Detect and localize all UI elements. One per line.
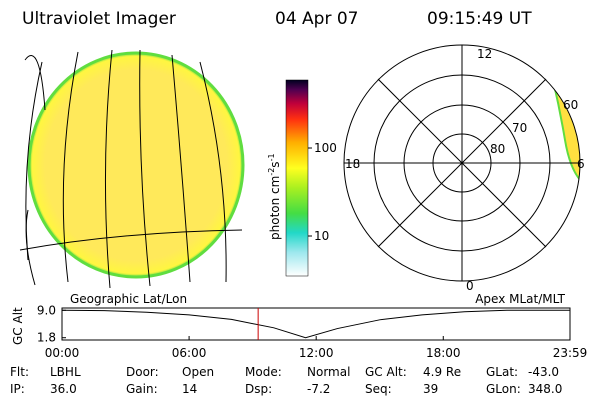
label-exp: -2 [267, 168, 276, 176]
hour-label: 0 [466, 279, 474, 293]
status-label: Seq: [365, 382, 392, 396]
status-value: 348.0 [528, 382, 562, 396]
status-value: 36.0 [50, 382, 77, 396]
colorbar-tick-label: 10 [314, 229, 329, 243]
status-value: LBHL [50, 365, 81, 379]
status-value: 39 [423, 382, 438, 396]
earth-image [19, 49, 245, 289]
colorbar [285, 79, 309, 277]
colorbar-tick-label: 100 [314, 141, 337, 155]
status-label: GLat: [486, 365, 518, 379]
hour-label: 18 [345, 157, 360, 171]
status-label: Dsp: [245, 382, 272, 396]
label-exp: -1 [267, 153, 276, 161]
hour-label: 12 [477, 47, 492, 61]
date: 04 Apr 07 [275, 9, 358, 29]
altitude-line [61, 309, 570, 339]
status-label: IP: [10, 382, 25, 396]
annotation: Geographic Lat/Lon [70, 292, 187, 306]
y-tick-label: 9.0 [37, 303, 56, 317]
x-tick-label: 23:59 [553, 346, 588, 360]
time: 09:15:49 UT [427, 9, 532, 29]
label-text: photon cm [268, 176, 282, 240]
title: Ultraviolet Imager [22, 9, 176, 29]
status-value: 4.9 Re [423, 365, 461, 379]
status-label: GLon: [486, 382, 521, 396]
status-value: Normal [307, 365, 350, 379]
x-tick-label: 06:00 [172, 346, 207, 360]
status-label: Flt: [10, 365, 29, 379]
x-tick-label: 00:00 [45, 346, 80, 360]
lat-label: 80 [490, 142, 505, 156]
polar-plot [343, 44, 581, 282]
status-label: Door: [126, 365, 159, 379]
colorbar-label: photon cm-2s-1 [267, 153, 282, 240]
annotation: Apex MLat/MLT [475, 292, 565, 306]
y-tick-label: 1.8 [37, 331, 56, 345]
status-value: 14 [182, 382, 197, 396]
x-tick-label: 18:00 [426, 346, 461, 360]
label-unit: s [268, 161, 282, 167]
y-axis-label: GC Alt [11, 307, 25, 345]
status-label: GC Alt: [365, 365, 407, 379]
status-bar: Flt: LBHL Door: Open Mode: Normal GC Alt: 4.9 R… [10, 365, 562, 396]
x-tick-label: 12:00 [299, 346, 334, 360]
status-value: Open [182, 365, 214, 379]
hour-label: 6 [577, 157, 585, 171]
status-value: -43.0 [528, 365, 559, 379]
lat-label: 70 [512, 121, 527, 135]
lat-label: 60 [563, 98, 578, 112]
status-label: Gain: [126, 382, 158, 396]
status-label: Mode: [245, 365, 282, 379]
status-value: -7.2 [307, 382, 330, 396]
